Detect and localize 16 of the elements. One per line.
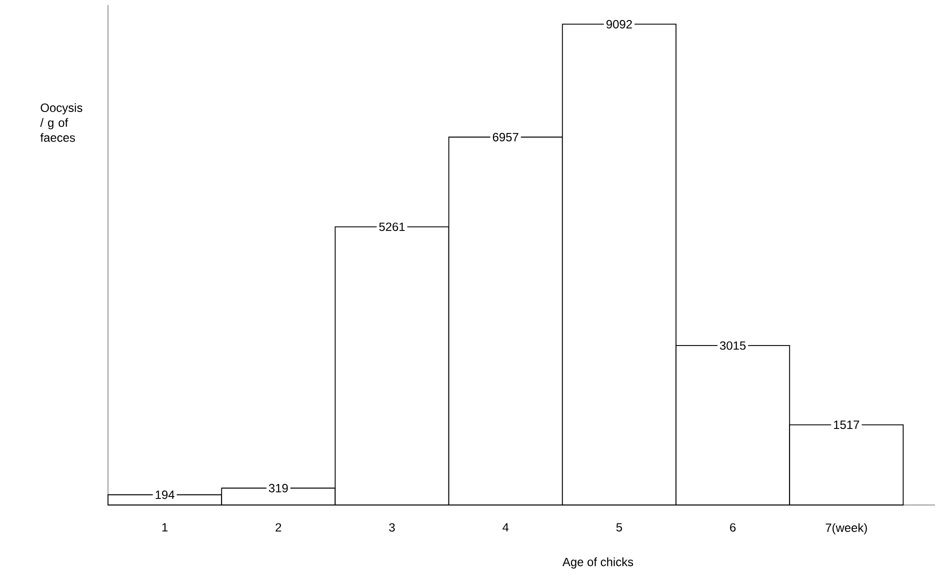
data-label: 5261 [379,222,405,232]
x-tick-label: 3 [389,523,395,532]
x-tick-label: 6 [730,523,736,532]
data-label: 6957 [492,132,518,142]
x-axis-title: Age of chicks [562,557,634,569]
data-label: 3015 [720,341,746,350]
data-label: 1517 [834,420,860,429]
x-tick-label: 5 [616,523,622,532]
x-tick-label: 1 [162,523,168,532]
data-label: 9092 [606,20,632,28]
y-axis-title: Oocysis / g of faeces [40,103,82,142]
data-label: 319 [268,484,288,492]
x-tick-label: 4 [502,523,509,532]
x-tick-label: 7(week) [826,523,867,534]
data-label: 194 [156,490,174,499]
x-tick-label: 2 [276,523,282,532]
